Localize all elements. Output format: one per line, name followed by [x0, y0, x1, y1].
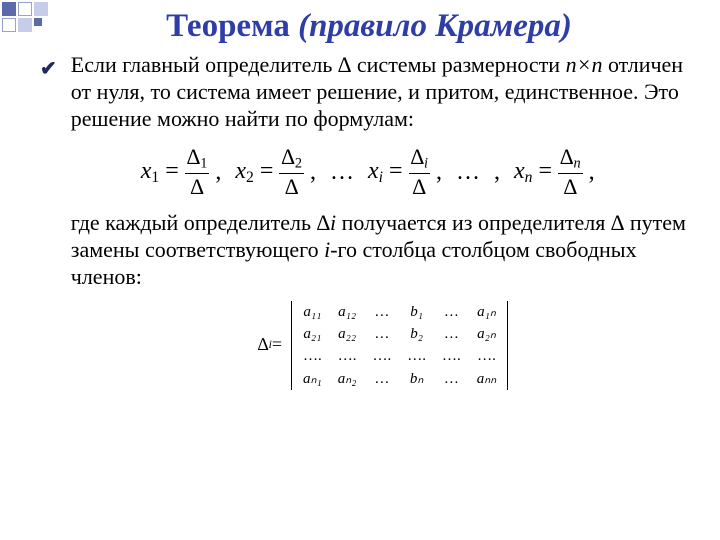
check-icon: ✔: [40, 56, 57, 81]
formula-block: x1 = ∆1∆ , x2 = ∆2∆ , … xi = ∆i∆ ,: [141, 146, 698, 198]
det-table: a₁₁a₁₂…b₁…a₁ₙ a₂₁a₂₂…b₂…a₂ₙ ….….….….….….…: [295, 301, 504, 390]
slide-title: Теорема (правило Крамера): [40, 8, 698, 46]
body-text: Если главный определитель ∆ системы разм…: [71, 52, 698, 390]
determinant-block: ∆i = a₁₁a₁₂…b₁…a₁ₙ a₂₁a₂₂…b₂…a₂ₙ ….….….……: [71, 301, 698, 390]
term-x1: x1 = ∆1∆ ,: [141, 146, 222, 198]
slide: Теорема (правило Крамера) ✔ Если главный…: [0, 0, 720, 540]
para1-nxn: n×n: [566, 52, 603, 77]
title-part-2: (правило Крамера): [298, 8, 572, 44]
term-x2: x2 = ∆2∆ ,: [235, 146, 316, 198]
ellipsis-1: …: [330, 158, 354, 187]
title-part-1: Теорема: [166, 8, 298, 44]
ellipsis-2: …: [456, 158, 480, 187]
bullet-item: ✔ Если главный определитель ∆ системы ра…: [40, 52, 698, 390]
para2-a: где каждый определитель ∆: [71, 210, 330, 235]
term-xi: xi = ∆i∆ ,: [368, 146, 442, 198]
cramer-formula: x1 = ∆1∆ , x2 = ∆2∆ , … xi = ∆i∆ ,: [141, 146, 698, 198]
determinant: a₁₁a₁₂…b₁…a₁ₙ a₂₁a₂₂…b₂…a₂ₙ ….….….….….….…: [288, 301, 511, 390]
para1-a: Если главный определитель ∆ системы разм…: [71, 52, 566, 77]
det-lhs: ∆i =: [258, 301, 282, 390]
corner-decoration: [0, 0, 110, 36]
term-xn: xn = ∆n∆ ,: [514, 146, 595, 198]
